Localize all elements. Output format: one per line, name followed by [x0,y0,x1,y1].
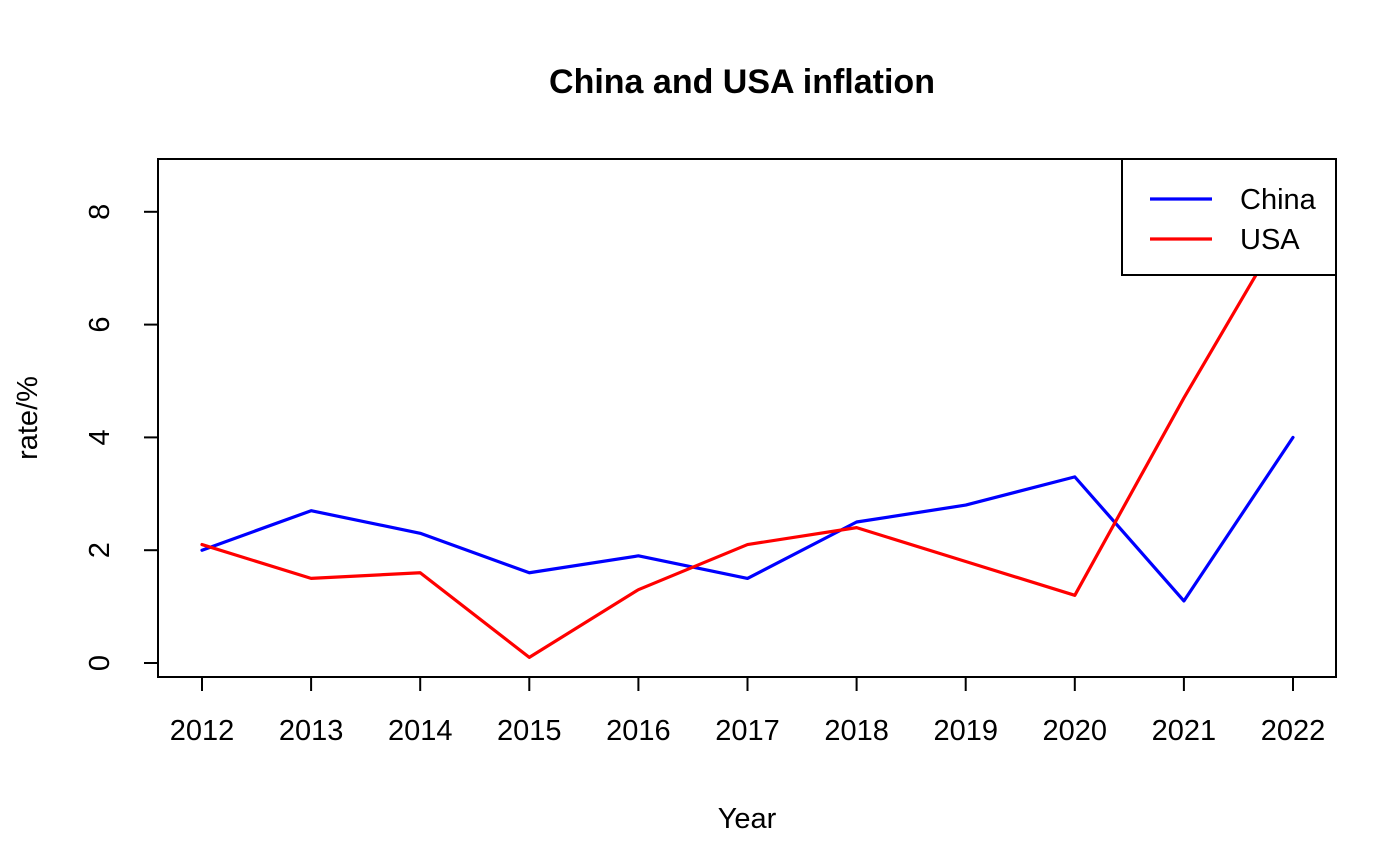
y-tick-label: 0 [84,655,116,671]
y-axis: 0 2 4 6 8 [84,204,159,671]
x-tick-label: 2020 [1043,715,1108,747]
series-line-usa [200,210,1295,659]
y-tick-label: 6 [84,317,116,333]
x-tick-label: 2015 [497,715,562,747]
x-tick-label: 2019 [933,715,998,747]
y-tick-label: 4 [84,429,116,445]
x-tick-label: 2017 [715,715,780,747]
legend-label-usa: USA [1240,224,1300,256]
x-tick-label: 2022 [1261,715,1326,747]
legend-box [1121,158,1337,276]
x-tick-label: 2018 [824,715,889,747]
y-tick-label: 2 [84,542,116,558]
chart-title: China and USA inflation [549,63,935,101]
x-tick-label: 2013 [279,715,344,747]
series-layer [200,210,1295,659]
legend: China USA [1121,158,1337,276]
x-tick-label: 2014 [388,715,453,747]
x-axis: 2012 2013 2014 2015 2016 2017 2018 2019 2020 2021… [170,676,1326,747]
x-tick-label: 2021 [1152,715,1217,747]
x-axis-label: Year [718,803,777,835]
series-line-china [200,435,1295,603]
y-tick-label: 8 [84,204,116,220]
x-tick-label: 2016 [606,715,671,747]
x-tick-label: 2012 [170,715,235,747]
y-axis-label: rate/% [12,376,44,460]
legend-label-china: China [1240,184,1317,216]
